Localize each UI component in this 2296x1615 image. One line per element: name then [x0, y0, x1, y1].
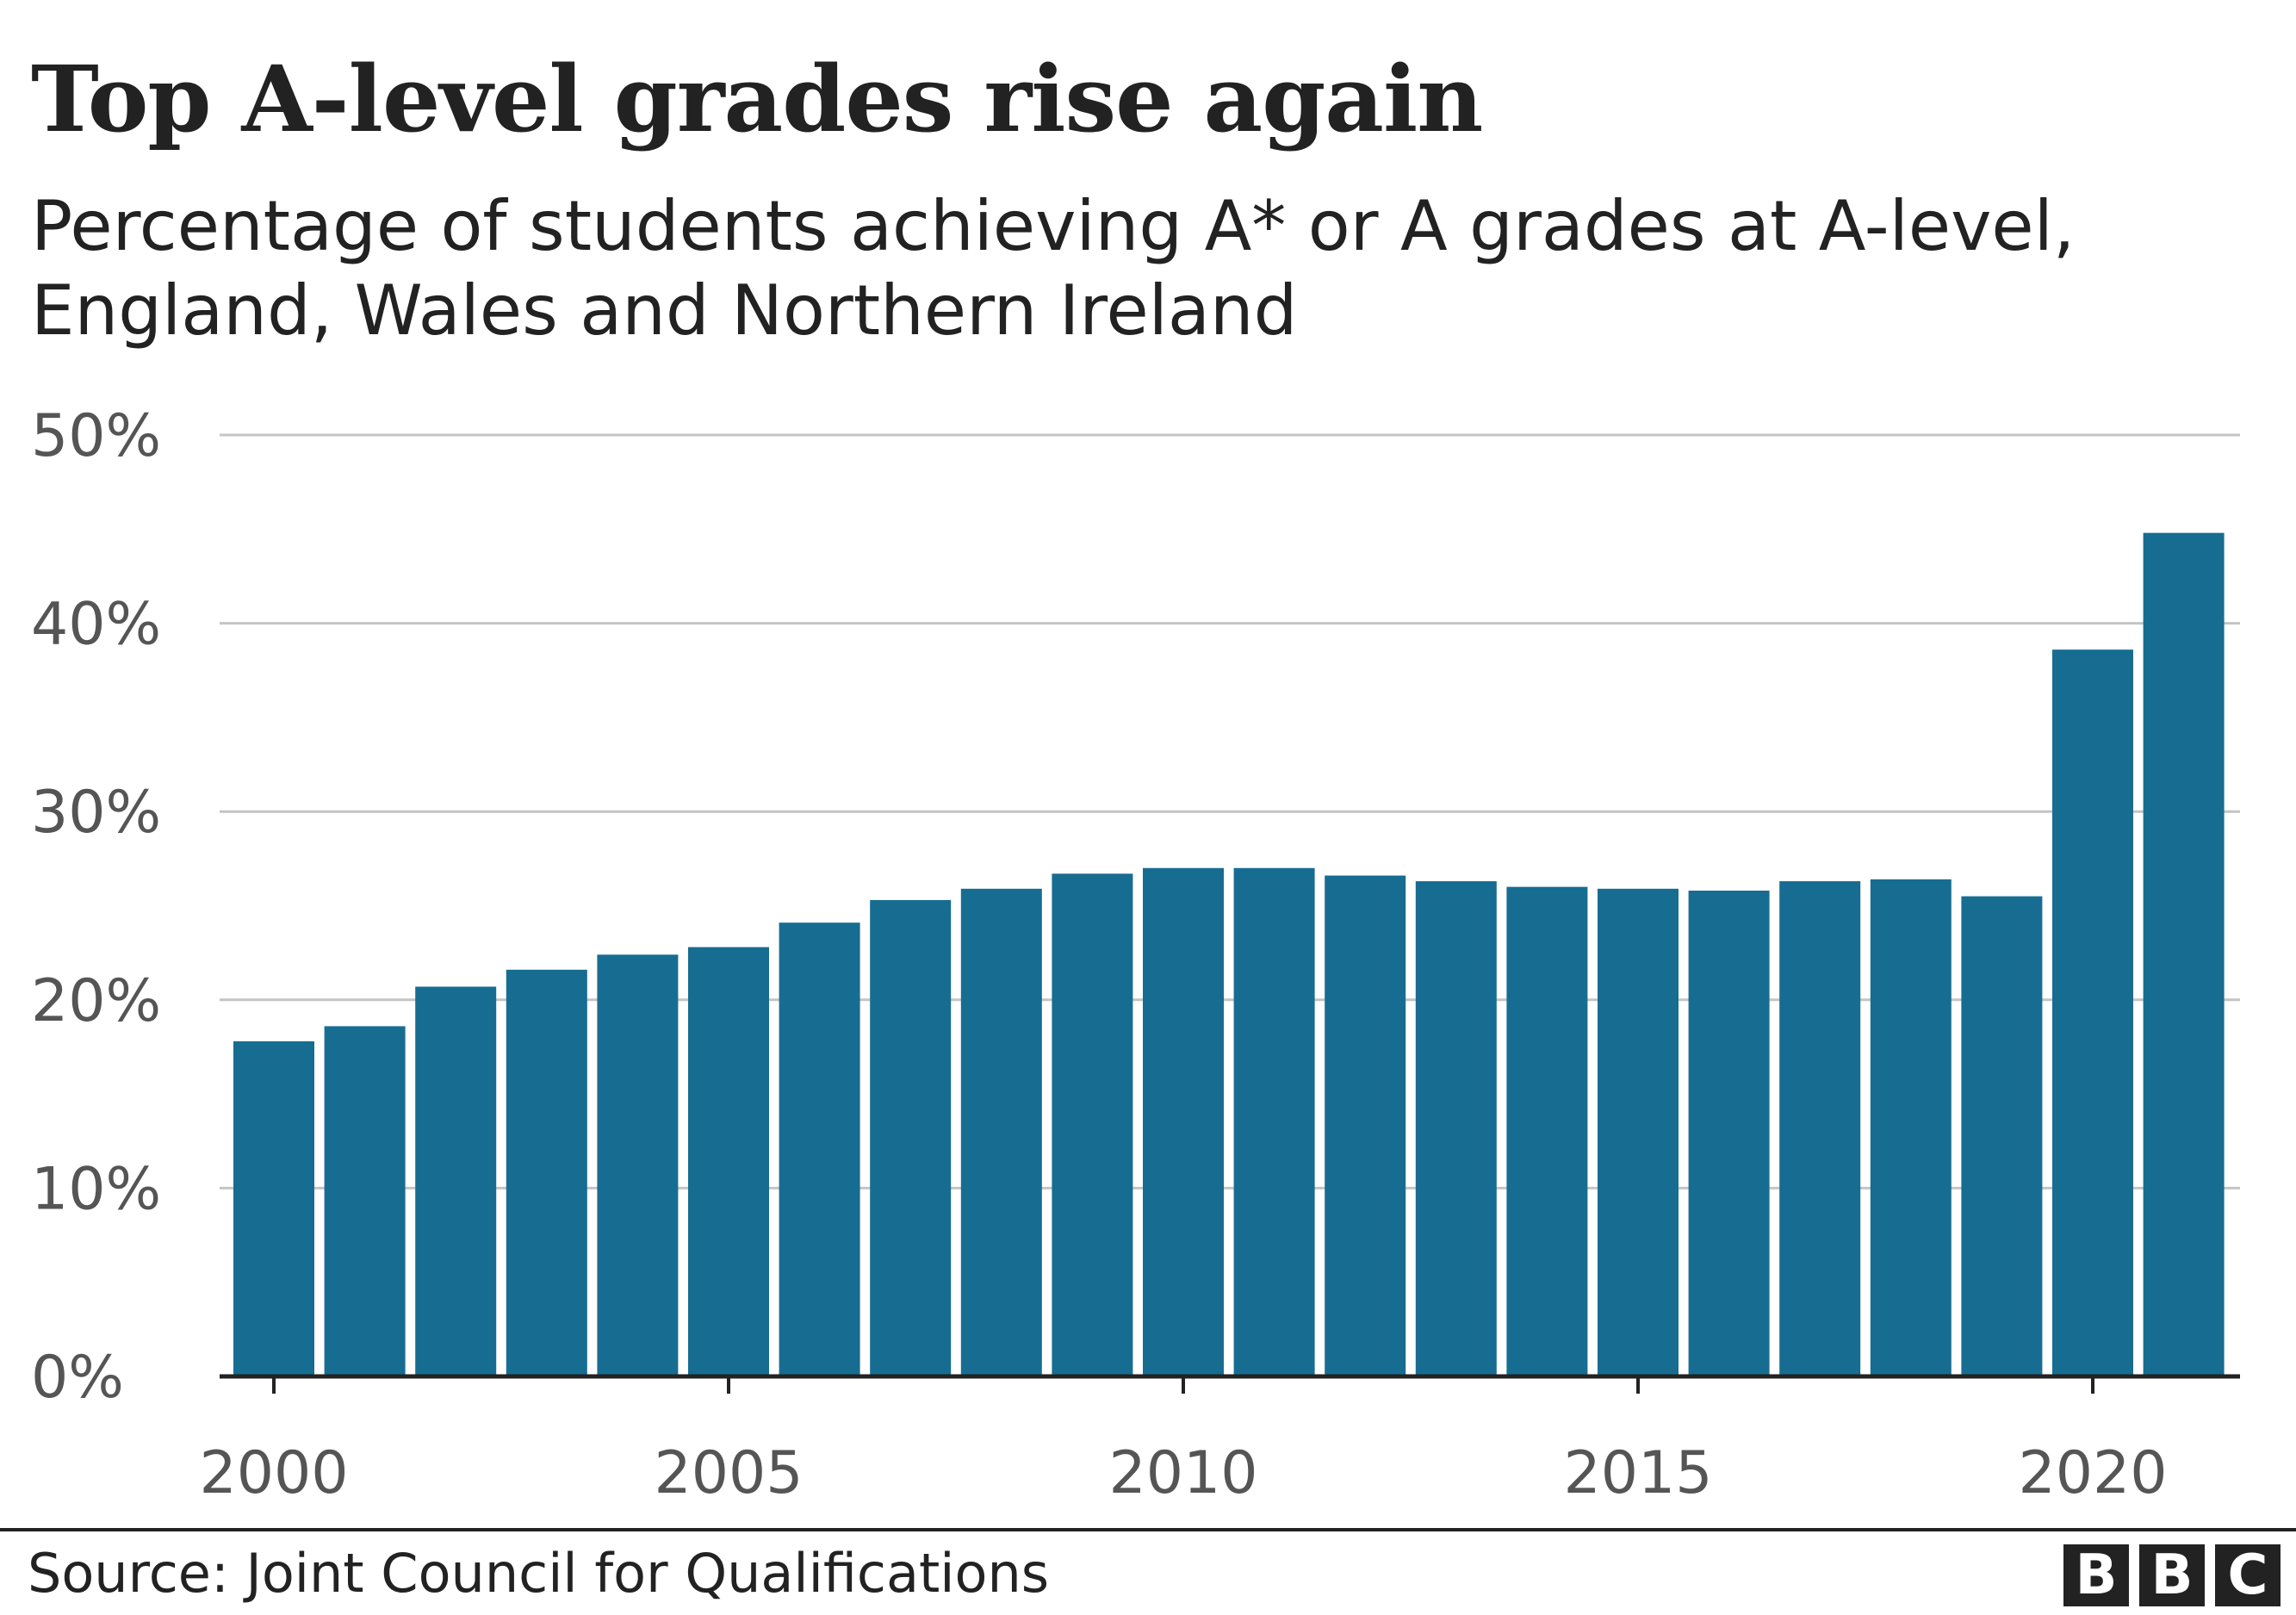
bar-2003 [506, 969, 587, 1376]
bar-2007 [870, 899, 952, 1376]
bar-2000 [233, 1040, 314, 1376]
y-tick-label: 20% [31, 967, 161, 1035]
y-tick-label: 10% [31, 1155, 161, 1223]
x-tick-label: 2020 [2018, 1439, 2167, 1507]
y-tick-label: 40% [31, 591, 161, 659]
bar-2010 [1143, 867, 1224, 1376]
bar-2020 [2052, 649, 2133, 1376]
bar-2019 [1961, 896, 2043, 1376]
bar-2014 [1506, 886, 1588, 1376]
bar-2016 [1688, 891, 1770, 1376]
chart-subtitle: Percentage of students achieving A* or A… [31, 186, 2076, 351]
bar-2015 [1598, 888, 1679, 1376]
bar-2013 [1415, 881, 1497, 1376]
bbc-logo-letter: C [2215, 1544, 2280, 1606]
x-tick-label: 2000 [199, 1439, 348, 1507]
x-tick-label: 2005 [654, 1439, 803, 1507]
y-tick-label: 30% [31, 779, 161, 847]
bar-2011 [1233, 867, 1315, 1376]
source-note: Source: Joint Council for Qualifications [28, 1542, 1050, 1605]
bar-2012 [1325, 875, 1406, 1376]
bar-2021 [2143, 532, 2225, 1376]
x-tick-label: 2010 [1108, 1439, 1257, 1507]
bar-2009 [1052, 873, 1133, 1376]
footer-divider [0, 1528, 2296, 1531]
bar-2006 [779, 922, 860, 1376]
bar-2002 [415, 986, 497, 1376]
bar-2017 [1779, 881, 1861, 1376]
bar-2001 [324, 1026, 406, 1376]
bbc-logo-letter: B [2139, 1544, 2205, 1606]
bar-2018 [1870, 879, 1952, 1376]
bbc-logo-letter: B [2063, 1544, 2129, 1606]
bbc-logo: B B C [2063, 1544, 2280, 1606]
bar-2005 [688, 947, 769, 1376]
chart-title: Top A-level grades rise again [31, 45, 1483, 152]
y-tick-label: 0% [31, 1344, 124, 1412]
y-tick-label: 50% [31, 402, 161, 470]
x-tick-label: 2015 [1563, 1439, 1712, 1507]
bar-2004 [597, 954, 679, 1376]
bar-2008 [960, 888, 1042, 1376]
